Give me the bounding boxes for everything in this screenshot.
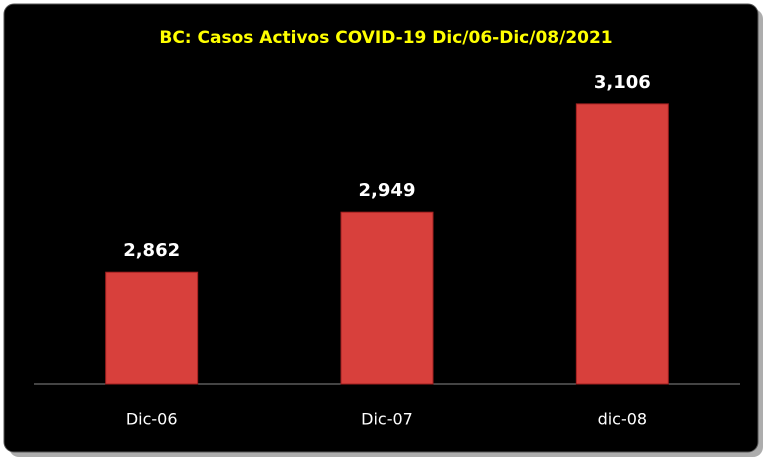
x-tick-label: Dic-06	[126, 410, 178, 429]
bar	[340, 211, 434, 385]
x-tick-label: dic-08	[598, 410, 648, 429]
bar	[575, 103, 669, 385]
value-label: 2,949	[359, 180, 416, 201]
bar	[105, 271, 199, 385]
value-label: 2,862	[123, 240, 180, 261]
x-tick-label: Dic-07	[361, 410, 413, 429]
value-label: 3,106	[594, 72, 651, 93]
chart-title: BC: Casos Activos COVID-19 Dic/06-Dic/08…	[159, 28, 612, 48]
